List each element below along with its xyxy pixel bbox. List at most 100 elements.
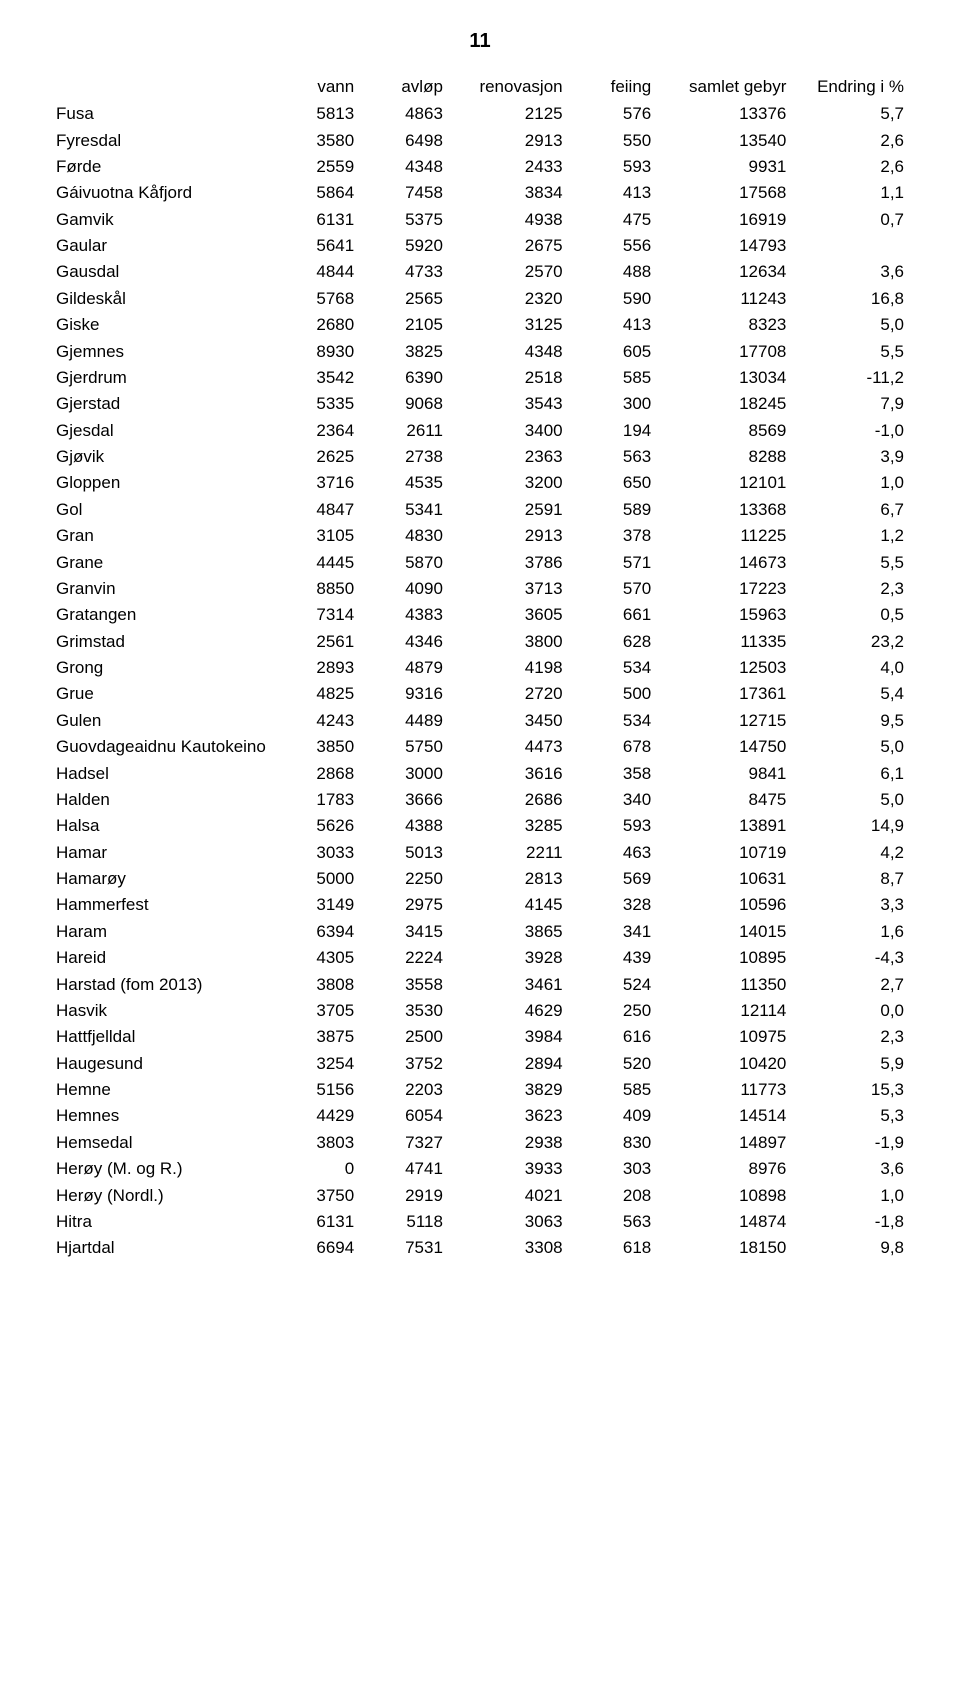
cell-avlop: 7531 — [360, 1235, 449, 1261]
cell-feiing: 534 — [569, 708, 658, 734]
cell-name: Hamarøy — [50, 866, 272, 892]
cell-name: Gol — [50, 497, 272, 523]
cell-samlet: 12101 — [657, 470, 792, 496]
cell-renov: 3450 — [449, 708, 569, 734]
table-row: Gjerstad533590683543300182457,9 — [50, 391, 910, 417]
cell-name: Guovdageaidnu Kautokeino — [50, 734, 272, 760]
cell-feiing: 650 — [569, 470, 658, 496]
cell-samlet: 14793 — [657, 233, 792, 259]
cell-feiing: 194 — [569, 418, 658, 444]
cell-name: Gratangen — [50, 602, 272, 628]
table-row: Hemsedal38037327293883014897-1,9 — [50, 1130, 910, 1156]
cell-avlop: 2250 — [360, 866, 449, 892]
cell-vann: 5626 — [272, 813, 360, 839]
cell-samlet: 14874 — [657, 1209, 792, 1235]
cell-endr: 5,4 — [792, 681, 910, 707]
cell-endr: -11,2 — [792, 365, 910, 391]
cell-endr: 23,2 — [792, 629, 910, 655]
cell-feiing: 589 — [569, 497, 658, 523]
cell-vann: 3105 — [272, 523, 360, 549]
page-number: 11 — [50, 30, 910, 53]
cell-endr: 2,3 — [792, 576, 910, 602]
cell-feiing: 413 — [569, 312, 658, 338]
cell-vann: 6694 — [272, 1235, 360, 1261]
table-row: Halsa5626438832855931389114,9 — [50, 813, 910, 839]
table-row: Fyresdal358064982913550135402,6 — [50, 127, 910, 153]
cell-endr: 7,9 — [792, 391, 910, 417]
cell-vann: 0 — [272, 1156, 360, 1182]
cell-endr: 5,3 — [792, 1103, 910, 1129]
table-row: Gloppen371645353200650121011,0 — [50, 470, 910, 496]
table-row: Gjøvik26252738236356382883,9 — [50, 444, 910, 470]
cell-name: Harstad (fom 2013) — [50, 971, 272, 997]
table-row: Gausdal484447332570488126343,6 — [50, 259, 910, 285]
cell-feiing: 593 — [569, 154, 658, 180]
cell-samlet: 13540 — [657, 127, 792, 153]
table-row: Grane444558703786571146735,5 — [50, 549, 910, 575]
table-row: Herøy (M. og R.)04741393330389763,6 — [50, 1156, 910, 1182]
cell-samlet: 13034 — [657, 365, 792, 391]
table-row: Førde25594348243359399312,6 — [50, 154, 910, 180]
cell-vann: 4305 — [272, 945, 360, 971]
cell-feiing: 590 — [569, 286, 658, 312]
cell-avlop: 6390 — [360, 365, 449, 391]
table-row: Gjerdrum35426390251858513034-11,2 — [50, 365, 910, 391]
cell-vann: 2680 — [272, 312, 360, 338]
cell-samlet: 10631 — [657, 866, 792, 892]
cell-name: Hitra — [50, 1209, 272, 1235]
table-body: Fusa581348632125576133765,7Fyresdal35806… — [50, 101, 910, 1262]
cell-vann: 2893 — [272, 655, 360, 681]
cell-renov: 2570 — [449, 259, 569, 285]
cell-endr: 5,0 — [792, 734, 910, 760]
cell-vann: 4825 — [272, 681, 360, 707]
cell-renov: 3984 — [449, 1024, 569, 1050]
table-row: Grue482593162720500173615,4 — [50, 681, 910, 707]
cell-name: Hamar — [50, 840, 272, 866]
table-row: Grong289348794198534125034,0 — [50, 655, 910, 681]
cell-renov: 2320 — [449, 286, 569, 312]
cell-name: Gjesdal — [50, 418, 272, 444]
cell-vann: 3850 — [272, 734, 360, 760]
cell-name: Gulen — [50, 708, 272, 734]
cell-feiing: 413 — [569, 180, 658, 206]
cell-endr: -1,9 — [792, 1130, 910, 1156]
cell-avlop: 2203 — [360, 1077, 449, 1103]
cell-vann: 3803 — [272, 1130, 360, 1156]
cell-renov: 2125 — [449, 101, 569, 127]
cell-vann: 4847 — [272, 497, 360, 523]
cell-vann: 3716 — [272, 470, 360, 496]
cell-avlop: 2565 — [360, 286, 449, 312]
cell-endr: 9,5 — [792, 708, 910, 734]
header-samlet: samlet gebyr — [657, 73, 792, 101]
cell-endr: 15,3 — [792, 1077, 910, 1103]
cell-renov: 2433 — [449, 154, 569, 180]
cell-endr: 1,6 — [792, 919, 910, 945]
cell-avlop: 3530 — [360, 998, 449, 1024]
table-row: Guovdageaidnu Kautokeino3850575044736781… — [50, 734, 910, 760]
cell-renov: 4938 — [449, 207, 569, 233]
table-row: Hjartdal669475313308618181509,8 — [50, 1235, 910, 1261]
cell-renov: 2686 — [449, 787, 569, 813]
cell-name: Hadsel — [50, 760, 272, 786]
cell-feiing: 830 — [569, 1130, 658, 1156]
cell-endr: 3,6 — [792, 259, 910, 285]
cell-feiing: 475 — [569, 207, 658, 233]
cell-feiing: 556 — [569, 233, 658, 259]
cell-avlop: 5870 — [360, 549, 449, 575]
cell-avlop: 2975 — [360, 892, 449, 918]
cell-endr: 9,8 — [792, 1235, 910, 1261]
cell-renov: 3933 — [449, 1156, 569, 1182]
table-row: Herøy (Nordl.)375029194021208108981,0 — [50, 1182, 910, 1208]
cell-feiing: 520 — [569, 1051, 658, 1077]
header-row: vann avløp renovasjon feiing samlet geby… — [50, 73, 910, 101]
cell-samlet: 8323 — [657, 312, 792, 338]
cell-name: Grane — [50, 549, 272, 575]
cell-samlet: 8976 — [657, 1156, 792, 1182]
cell-samlet: 14673 — [657, 549, 792, 575]
cell-renov: 3125 — [449, 312, 569, 338]
cell-feiing: 378 — [569, 523, 658, 549]
header-feiing: feiing — [569, 73, 658, 101]
table-row: Harstad (fom 2013)380835583461524113502,… — [50, 971, 910, 997]
cell-name: Førde — [50, 154, 272, 180]
cell-feiing: 500 — [569, 681, 658, 707]
